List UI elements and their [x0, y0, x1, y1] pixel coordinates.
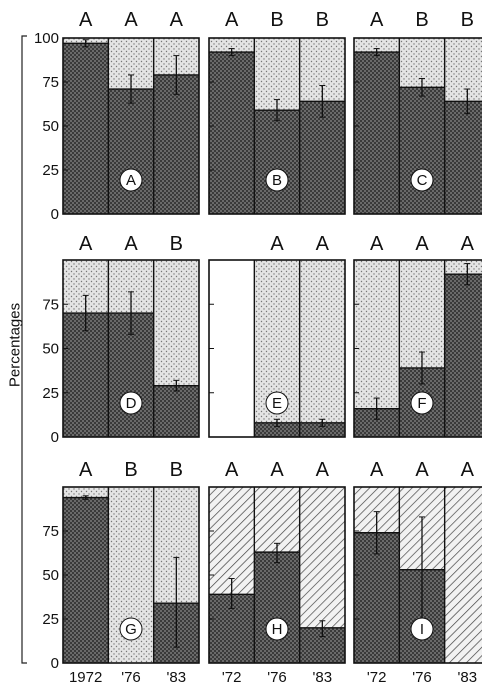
bar — [399, 87, 445, 214]
significance-letter: A — [225, 9, 239, 31]
panel-label-circle — [265, 617, 289, 641]
y-tick-label: 75 — [42, 74, 59, 91]
significance-letter: B — [170, 233, 183, 255]
bar — [254, 552, 300, 663]
panel-label: C — [417, 172, 428, 189]
significance-letter: A — [461, 233, 475, 255]
panel-I: A A A I — [353, 459, 482, 664]
significance-letter: A — [370, 9, 384, 31]
panel-E: A A E — [208, 233, 346, 438]
x-tick-label: '83 — [458, 669, 478, 686]
significance-letter: B — [316, 9, 329, 31]
panel-label-circle — [119, 168, 143, 192]
panel-label: B — [272, 172, 282, 189]
panel-C: A B B C — [353, 9, 482, 215]
bar — [63, 497, 109, 663]
y-tick-label: 50 — [42, 567, 59, 584]
significance-letter: A — [79, 233, 93, 255]
panels-layer: A A A A 100 75 50 25 0 A B B B A B B C A A B D 75 50 25 0 A A E A A A F… — [34, 9, 482, 686]
bar — [299, 422, 345, 437]
bar — [444, 274, 482, 437]
x-tick-label: '83 — [167, 669, 187, 686]
y-axis-bracket — [21, 35, 27, 664]
significance-letter: A — [316, 459, 330, 481]
bar — [354, 532, 400, 663]
panel-label-circle — [410, 168, 434, 192]
significance-letter: A — [79, 459, 93, 481]
panel-label-circle — [410, 617, 434, 641]
panel-label: D — [126, 395, 137, 412]
bar — [63, 43, 109, 214]
significance-letter: A — [415, 233, 429, 255]
panel-label: F — [417, 395, 426, 412]
bar — [153, 74, 199, 215]
x-tick-label: 1972 — [69, 669, 102, 686]
bar — [299, 101, 345, 214]
bar-complement — [444, 487, 482, 663]
y-tick-label: 0 — [51, 655, 59, 672]
y-tick-label: 0 — [51, 206, 59, 223]
significance-letter: B — [124, 459, 137, 481]
panel-B: A B B B — [208, 9, 346, 215]
significance-letter: A — [270, 459, 284, 481]
y-tick-label: 25 — [42, 385, 59, 402]
panel-label: I — [420, 621, 424, 638]
panel-G: A B B G 75 50 25 0 — [42, 459, 200, 672]
x-tick-label: '83 — [313, 669, 333, 686]
significance-letter: A — [170, 9, 184, 31]
panel-label: G — [125, 621, 137, 638]
panel-A: A A A A 100 75 50 25 0 — [34, 9, 200, 223]
x-tick-label: '76 — [267, 669, 287, 686]
empty-bar — [209, 260, 255, 437]
x-tick-label: '76 — [121, 669, 141, 686]
panel-label: A — [126, 172, 136, 189]
significance-letter: A — [316, 233, 330, 255]
bar — [354, 52, 400, 214]
bar-complement — [299, 260, 345, 437]
panel-label: H — [272, 621, 283, 638]
significance-letter: A — [370, 233, 384, 255]
bar — [209, 52, 255, 214]
y-tick-label: 50 — [42, 118, 59, 135]
x-tick-label: '76 — [412, 669, 432, 686]
significance-letter: B — [270, 9, 283, 31]
x-tick-label: '72 — [222, 669, 242, 686]
significance-letter: B — [461, 9, 474, 31]
bar — [108, 89, 154, 214]
panel-F: A A A F — [353, 233, 482, 438]
bar — [153, 385, 199, 437]
panel-label-circle — [265, 168, 289, 192]
significance-letter: A — [79, 9, 93, 31]
significance-letter: A — [270, 233, 284, 255]
significance-letter: A — [461, 459, 475, 481]
panel-D: A A B D 75 50 25 0 — [42, 233, 200, 446]
significance-letter: A — [370, 459, 384, 481]
bar — [254, 110, 300, 214]
bar — [254, 422, 300, 437]
significance-letter: A — [415, 459, 429, 481]
panel-label-circle — [119, 617, 143, 641]
y-tick-label: 25 — [42, 162, 59, 179]
significance-letter: A — [124, 233, 138, 255]
bar — [63, 313, 109, 437]
y-tick-label: 50 — [42, 341, 59, 358]
panel-label-circle — [265, 391, 289, 415]
panel-label-circle — [119, 391, 143, 415]
x-tick-label: '72 — [367, 669, 387, 686]
bar — [444, 101, 482, 214]
y-axis-bracket-line — [21, 35, 27, 664]
panel-label: E — [272, 395, 282, 412]
y-tick-label: 0 — [51, 429, 59, 446]
significance-letter: B — [415, 9, 428, 31]
significance-letter: A — [225, 459, 239, 481]
panel-H: A A A H — [208, 459, 346, 664]
y-tick-label: 75 — [42, 523, 59, 540]
y-tick-label: 100 — [34, 30, 59, 47]
significance-letter: A — [124, 9, 138, 31]
y-tick-label: 75 — [42, 296, 59, 313]
y-tick-label: 25 — [42, 611, 59, 628]
significance-letter: B — [170, 459, 183, 481]
panel-label-circle — [410, 391, 434, 415]
